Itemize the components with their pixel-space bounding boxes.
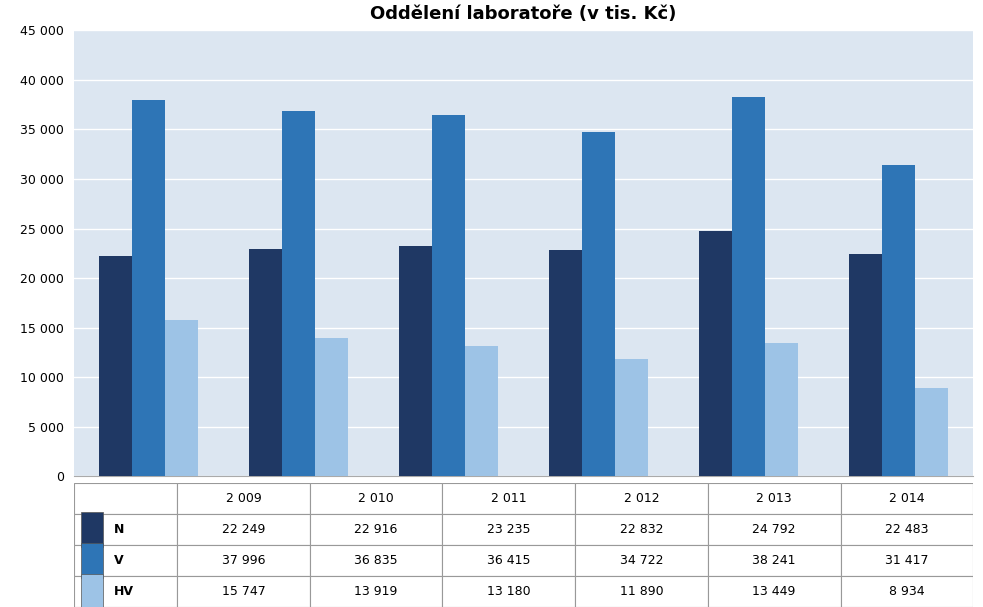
Bar xyxy=(575,514,708,545)
Title: Oddělení laboratoře (v tis. Kč): Oddělení laboratoře (v tis. Kč) xyxy=(371,5,676,23)
Bar xyxy=(442,514,575,545)
Bar xyxy=(848,254,882,476)
Bar xyxy=(575,576,708,607)
Text: 13 449: 13 449 xyxy=(752,585,796,598)
Bar xyxy=(549,250,582,476)
Text: 13 919: 13 919 xyxy=(355,585,398,598)
Bar xyxy=(74,545,177,576)
Text: 2 012: 2 012 xyxy=(623,492,660,504)
Text: 22 249: 22 249 xyxy=(222,523,265,536)
Bar xyxy=(177,514,310,545)
Bar xyxy=(465,346,498,476)
Text: 38 241: 38 241 xyxy=(752,554,796,567)
Bar xyxy=(74,514,177,545)
Text: N: N xyxy=(114,523,125,536)
Bar xyxy=(81,543,103,578)
Bar xyxy=(282,111,316,476)
Bar xyxy=(840,514,973,545)
Bar xyxy=(81,574,103,607)
Text: 23 235: 23 235 xyxy=(488,523,531,536)
Text: 22 916: 22 916 xyxy=(355,523,398,536)
Text: 2 010: 2 010 xyxy=(358,492,394,504)
Bar xyxy=(765,343,798,476)
Bar xyxy=(915,388,948,476)
Text: 15 747: 15 747 xyxy=(221,585,265,598)
Bar xyxy=(882,165,915,476)
Text: 36 415: 36 415 xyxy=(488,554,531,567)
Bar xyxy=(442,576,575,607)
Text: 2 011: 2 011 xyxy=(492,492,527,504)
Text: 22 832: 22 832 xyxy=(619,523,664,536)
Bar xyxy=(81,512,103,547)
Bar xyxy=(840,483,973,514)
Bar xyxy=(708,545,840,576)
Bar xyxy=(442,483,575,514)
Text: V: V xyxy=(114,554,124,567)
Text: 11 890: 11 890 xyxy=(619,585,664,598)
Bar xyxy=(177,483,310,514)
Bar xyxy=(249,249,282,476)
Bar xyxy=(708,576,840,607)
Text: 24 792: 24 792 xyxy=(752,523,796,536)
Text: 2 009: 2 009 xyxy=(226,492,261,504)
Bar xyxy=(316,339,348,476)
Bar xyxy=(74,576,177,607)
Text: 22 483: 22 483 xyxy=(885,523,929,536)
Bar xyxy=(399,246,432,476)
Bar xyxy=(708,514,840,545)
Text: 8 934: 8 934 xyxy=(889,585,925,598)
Bar xyxy=(165,320,199,476)
Text: 2 013: 2 013 xyxy=(756,492,792,504)
Text: 36 835: 36 835 xyxy=(354,554,398,567)
Bar xyxy=(708,483,840,514)
Text: 2 014: 2 014 xyxy=(889,492,925,504)
Bar xyxy=(615,359,648,476)
Bar xyxy=(442,545,575,576)
Bar xyxy=(432,115,465,476)
Bar xyxy=(731,97,765,476)
Bar xyxy=(582,132,615,476)
Bar xyxy=(99,256,132,476)
Bar xyxy=(310,514,442,545)
Bar xyxy=(310,483,442,514)
Bar xyxy=(177,545,310,576)
Bar xyxy=(840,545,973,576)
Bar xyxy=(840,576,973,607)
Text: 13 180: 13 180 xyxy=(487,585,531,598)
Text: 31 417: 31 417 xyxy=(885,554,929,567)
Bar xyxy=(699,231,731,476)
Bar xyxy=(74,483,177,514)
Bar xyxy=(177,576,310,607)
Text: HV: HV xyxy=(114,585,135,598)
Bar xyxy=(132,100,165,476)
Bar xyxy=(310,545,442,576)
Bar xyxy=(310,576,442,607)
Text: 37 996: 37 996 xyxy=(222,554,265,567)
Bar xyxy=(575,483,708,514)
Bar xyxy=(575,545,708,576)
Text: 34 722: 34 722 xyxy=(619,554,664,567)
